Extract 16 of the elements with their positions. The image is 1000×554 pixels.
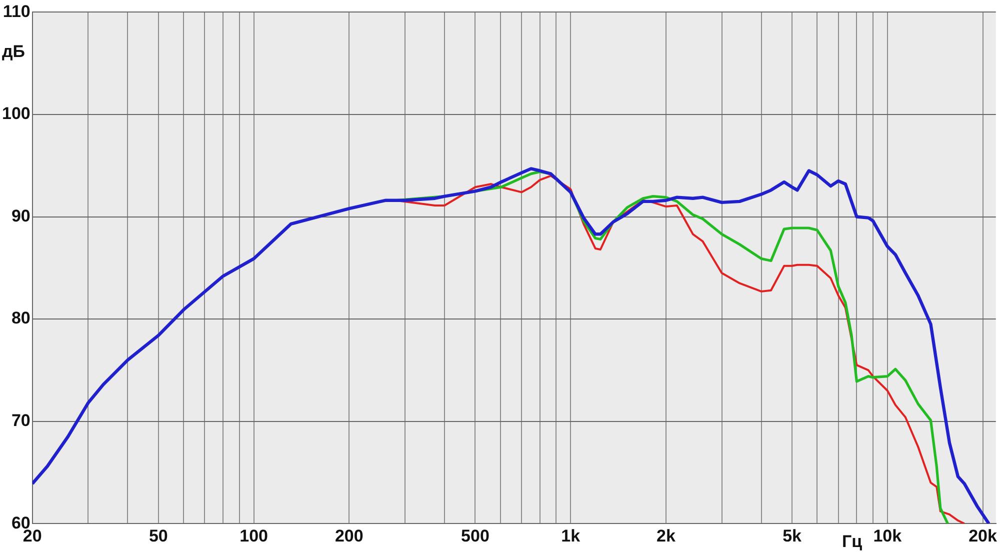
x-tick-label: 200 [334,526,364,546]
x-tick-label: 20k [968,526,998,546]
y-tick-label: 90 [11,206,30,226]
x-tick-label: 10k [873,526,902,546]
x-tick-label: 1k [561,526,581,546]
y-tick-label: 110 [2,2,30,21]
y-axis-title: дБ [2,42,26,62]
x-tick-label: 500 [461,526,490,546]
y-tick-label: 70 [11,411,30,430]
x-tick-label: 2k [656,526,676,546]
x-tick-label: 50 [148,526,168,546]
y-tick-label: 80 [11,308,30,328]
x-axis-title: Гц [842,532,862,552]
x-tick-label: 5k [782,526,802,546]
x-tick-label: 100 [240,526,268,546]
y-tick-label: 100 [2,104,30,124]
